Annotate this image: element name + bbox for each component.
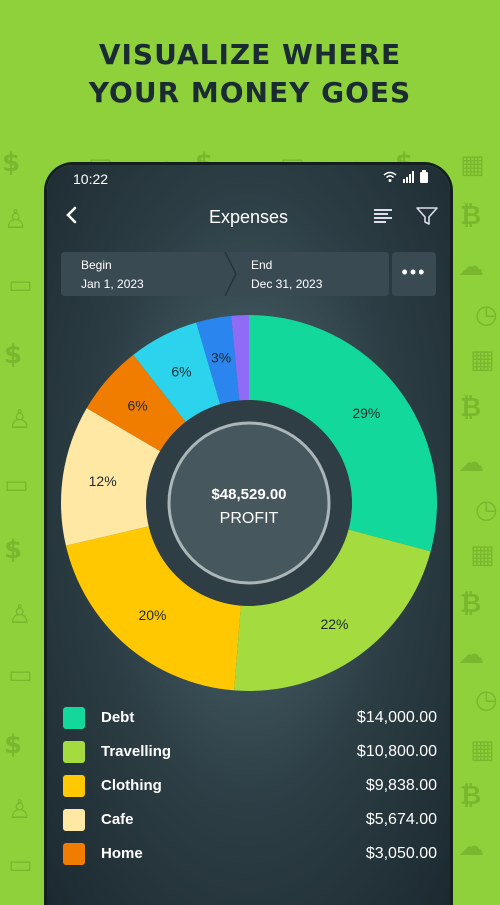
back-button[interactable] [57,201,87,231]
slice-percent-label: 3% [211,350,231,366]
category-name: Home [101,845,143,862]
wifi-icon [383,171,397,182]
filter-icon [416,207,438,225]
category-name: Debt [101,709,135,726]
legend-row[interactable]: Travelling $10,800.00 [61,739,437,773]
category-legend: Debt $14,000.00 Travelling $10,800.00 Cl… [61,705,437,875]
legend-swatch [63,707,85,729]
slice-percent-label: 22% [320,616,348,632]
status-bar: 10:22 [47,165,450,191]
slice-percent-label: 6% [127,398,147,414]
end-label: End [251,258,273,272]
legend-row[interactable]: Cafe $5,674.00 [61,807,437,841]
signal-icon [402,170,414,183]
category-name: Travelling [101,743,172,760]
begin-label: Begin [81,258,112,272]
legend-row[interactable]: Debt $14,000.00 [61,705,437,739]
slice-percent-label: 29% [352,405,380,421]
legend-row[interactable]: Home $3,050.00 [61,841,437,875]
category-name: Clothing [101,777,162,794]
category-name: Cafe [101,811,134,828]
slice-percent-label: 20% [138,607,166,623]
begin-value: Jan 1, 2023 [81,277,144,291]
sort-icon [374,209,392,223]
category-amount: $5,674.00 [365,811,437,828]
phone-screen: 10:22 Expenses [47,165,450,905]
headline-line-1: VISUALIZE WHERE [98,38,402,71]
legend-swatch [63,809,85,831]
back-arrow-icon [66,206,77,224]
range-separator-chevron [224,252,237,296]
promo-headline: VISUALIZE WHERE YOUR MONEY GOES [0,36,500,112]
status-icons [383,169,428,184]
category-amount: $10,800.00 [356,743,437,760]
battery-icon [420,170,428,184]
legend-swatch [63,741,85,763]
slice-percent-label: 12% [89,473,117,489]
category-amount: $3,050.00 [365,845,437,862]
category-amount: $14,000.00 [356,709,437,726]
center-ring [167,421,331,585]
date-range-selector: Begin Jan 1, 2023 End Dec 31, 2023 [61,252,389,296]
app-toolbar: Expenses [47,195,450,240]
end-date[interactable]: End Dec 31, 2023 [251,258,322,291]
end-value: Dec 31, 2023 [251,277,323,291]
filter-button[interactable] [414,203,440,229]
headline-line-2: YOUR MONEY GOES [88,76,412,109]
sort-button[interactable] [370,203,396,229]
status-time: 10:22 [73,171,109,187]
begin-date[interactable]: Begin Jan 1, 2023 [81,258,144,291]
more-icon: ••• [401,262,427,282]
more-options-button[interactable]: ••• [392,252,436,296]
category-amount: $9,838.00 [365,777,437,794]
center-amount: $48,529.00 [211,486,286,503]
legend-swatch [63,843,85,865]
center-label: PROFIT [220,510,279,527]
legend-row[interactable]: Clothing $9,838.00 [61,773,437,807]
page-title: Expenses [208,207,289,227]
slice-percent-label: 6% [171,363,191,379]
expense-donut-chart: 29% 22% 20% 12% 6% 6% 3% $48,529.00 PROFIT [61,315,437,691]
legend-swatch [63,775,85,797]
